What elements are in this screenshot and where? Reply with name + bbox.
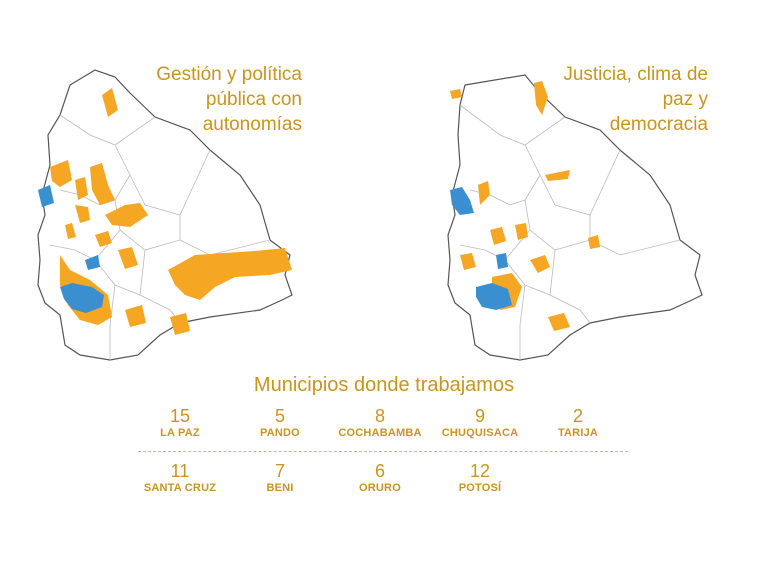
orange-municipalities xyxy=(50,88,292,335)
stat-la-paz: 15 LA PAZ xyxy=(125,406,235,440)
stat-department: LA PAZ xyxy=(160,427,200,439)
stat-department: POTOSÍ xyxy=(458,482,502,494)
stat-chuquisaca: 9 CHUQUISACA xyxy=(425,406,535,440)
stat-number: 9 xyxy=(474,406,485,426)
stat-department: CHUQUISACA xyxy=(441,427,519,439)
stat-cochabamba: 8 COCHABAMBA xyxy=(325,406,435,440)
map-title-gestion: Gestión y política pública con autonomía… xyxy=(156,64,302,135)
stat-number: 5 xyxy=(274,406,285,426)
stat-potosi: 12 POTOSÍ xyxy=(425,461,535,495)
bolivia-map-gestion xyxy=(37,69,293,361)
stat-pando: 5 PANDO xyxy=(225,406,335,440)
department-borders xyxy=(459,104,681,360)
stats-heading: Municipios donde trabajamos xyxy=(253,374,515,396)
blue-municipalities xyxy=(450,187,512,310)
stat-department: TARIJA xyxy=(557,427,599,439)
map-title-justicia: Justicia, clima de paz y democracia xyxy=(563,64,708,135)
stat-tarija: 2 TARIJA xyxy=(523,406,633,440)
stat-department: SANTA CRUZ xyxy=(143,482,217,494)
stats-divider xyxy=(138,451,628,452)
stat-department: COCHABAMBA xyxy=(338,427,422,439)
stat-number: 12 xyxy=(469,461,491,481)
stat-department: PANDO xyxy=(260,427,300,439)
blue-municipalities xyxy=(38,185,104,313)
stat-santa-cruz: 11 SANTA CRUZ xyxy=(125,461,235,495)
stat-number: 8 xyxy=(374,406,385,426)
stat-department: BENI xyxy=(266,482,294,494)
stat-number: 7 xyxy=(274,461,285,481)
stat-oruro: 6 ORURO xyxy=(325,461,435,495)
stat-beni: 7 BENI xyxy=(225,461,335,495)
stat-number: 6 xyxy=(374,461,385,481)
bolivia-map-justicia xyxy=(447,74,703,361)
stat-number: 11 xyxy=(170,461,190,481)
stat-department: ORURO xyxy=(359,482,401,494)
stat-number: 15 xyxy=(169,406,191,426)
stat-number: 2 xyxy=(572,406,583,426)
